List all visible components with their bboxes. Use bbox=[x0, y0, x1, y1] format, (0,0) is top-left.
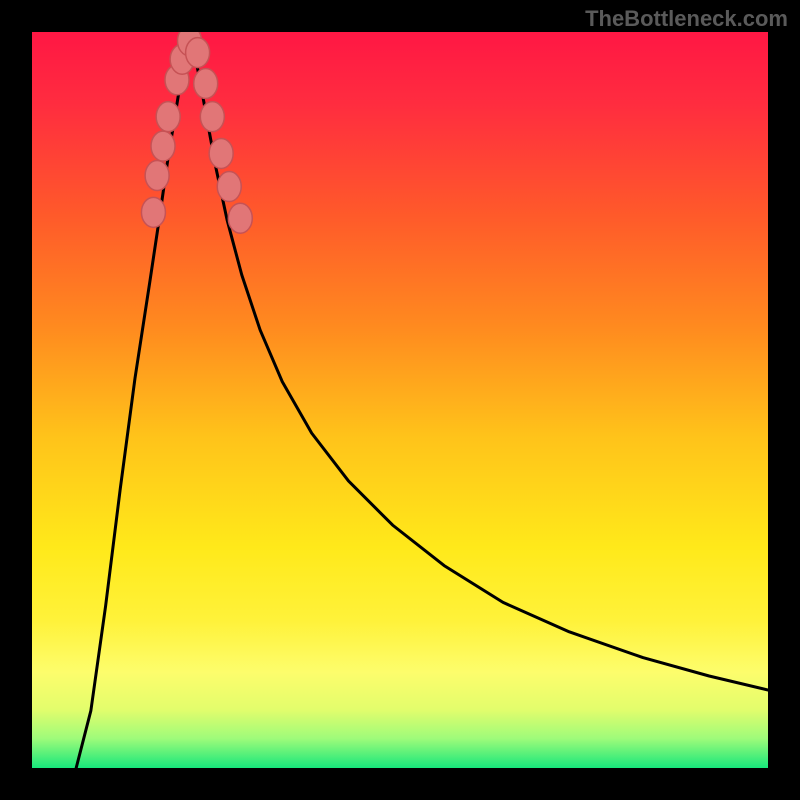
curve-marker bbox=[145, 161, 169, 191]
curve-marker bbox=[217, 172, 241, 202]
curve-marker bbox=[200, 102, 224, 132]
watermark-text: TheBottleneck.com bbox=[585, 6, 788, 32]
bottleneck-curve bbox=[76, 36, 768, 768]
curve-markers bbox=[141, 32, 252, 233]
curve-marker bbox=[194, 69, 218, 99]
plot-overlay bbox=[32, 32, 768, 768]
plot-frame bbox=[32, 32, 768, 768]
curve-marker bbox=[228, 203, 252, 233]
curve-marker bbox=[156, 102, 180, 132]
curve-marker bbox=[186, 38, 210, 68]
curve-marker bbox=[209, 138, 233, 168]
curve-marker bbox=[151, 131, 175, 161]
curve-marker bbox=[141, 197, 165, 227]
